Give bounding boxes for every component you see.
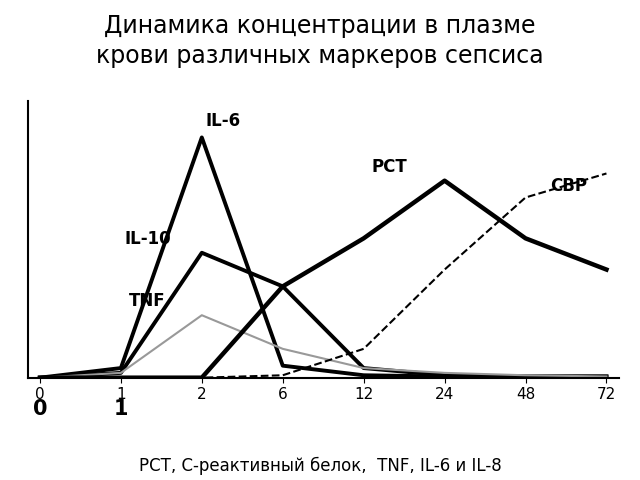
Text: PCT: PCT [372, 158, 408, 176]
Text: РСТ, С-реактивный белок,  TNF, IL-6 и IL-8: РСТ, С-реактивный белок, TNF, IL-6 и IL-… [139, 457, 501, 475]
Text: Динамика концентрации в плазме
крови различных маркеров сепсиса: Динамика концентрации в плазме крови раз… [96, 14, 544, 68]
Text: IL-10: IL-10 [125, 230, 172, 248]
Text: IL-6: IL-6 [206, 112, 241, 130]
Text: 0: 0 [33, 399, 47, 420]
Text: 1: 1 [114, 399, 128, 420]
Text: CBP: CBP [550, 177, 587, 195]
Text: TNF: TNF [129, 292, 166, 311]
